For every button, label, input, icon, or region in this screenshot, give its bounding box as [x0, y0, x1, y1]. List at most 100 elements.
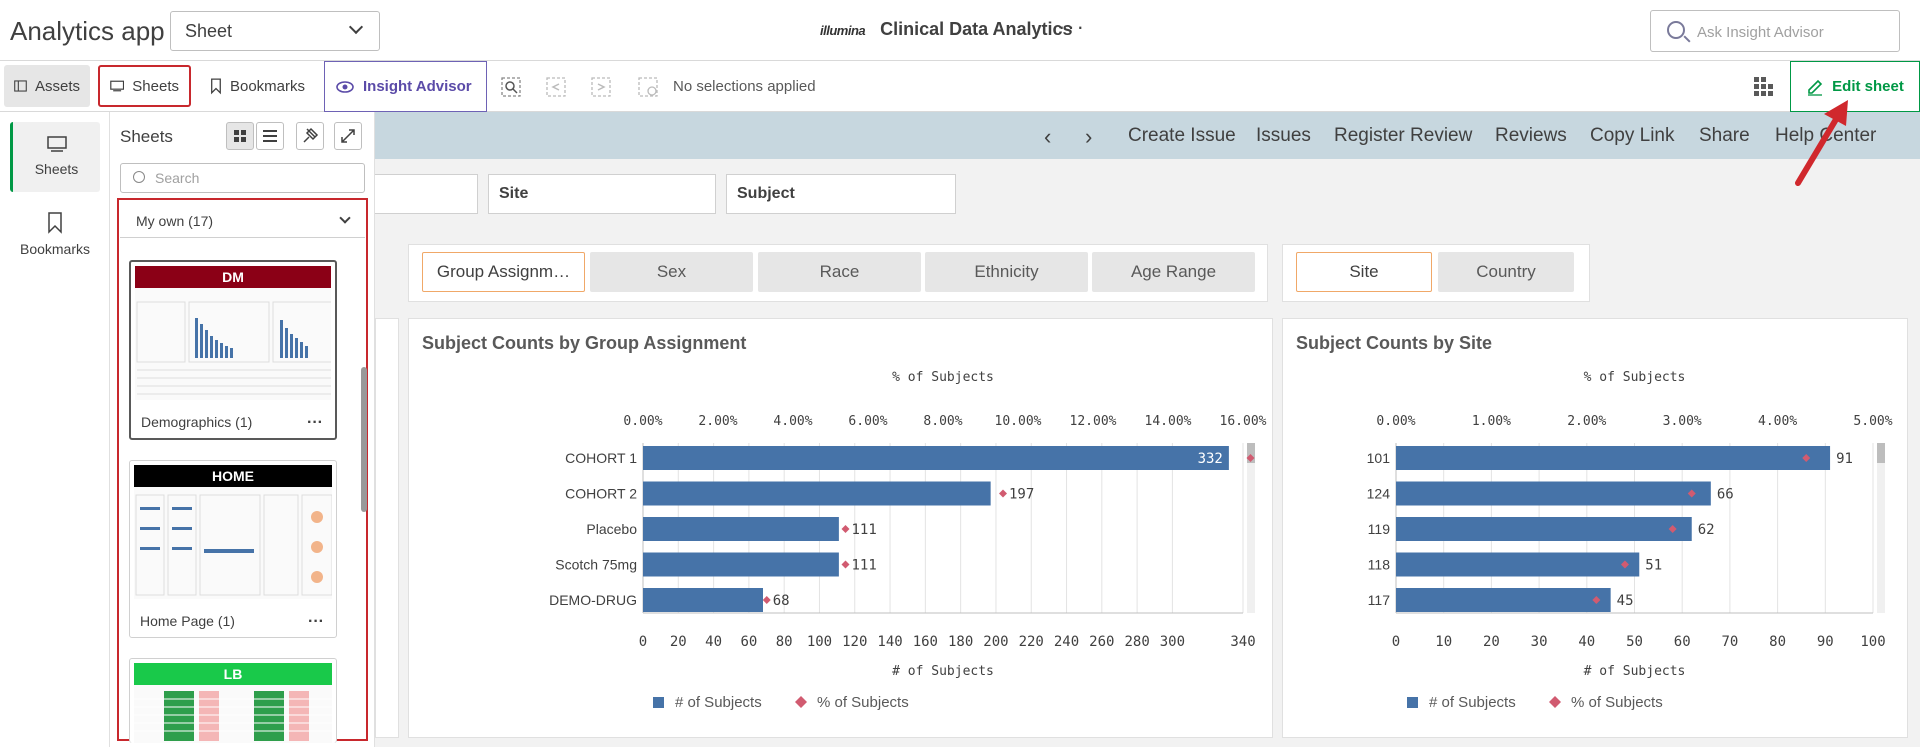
- edit-sheet-label: Edit sheet: [1832, 78, 1904, 95]
- selections-status: No selections applied: [673, 78, 816, 95]
- grid-view-icon[interactable]: [226, 122, 254, 150]
- insight-advisor-button[interactable]: Insight Advisor: [324, 61, 487, 112]
- group-assignment-chart[interactable]: % of Subjects 0.00% 2.00% 4.00% 6.00% 8.00% 10…: [409, 319, 1274, 739]
- sex-button[interactable]: Sex: [590, 252, 753, 292]
- scrollbar[interactable]: [361, 367, 367, 512]
- x-tick-label: 0: [1392, 634, 1400, 650]
- x-tick-label: 80: [1769, 634, 1786, 650]
- pencil-icon: [1808, 79, 1823, 96]
- category-label: DEMO-DRUG: [549, 592, 637, 608]
- issues-link[interactable]: Issues: [1256, 125, 1311, 146]
- bookmarks-button[interactable]: Bookmarks: [200, 65, 315, 107]
- site-filter[interactable]: Site: [488, 174, 716, 214]
- search-icon: [133, 171, 145, 183]
- more-options-icon[interactable]: ···: [307, 414, 323, 431]
- copy-link-link[interactable]: Copy Link: [1590, 125, 1675, 146]
- step-forward-icon[interactable]: [590, 76, 612, 98]
- expand-icon[interactable]: [334, 122, 362, 150]
- data-label: 45: [1617, 593, 1634, 609]
- sheets-button[interactable]: Sheets: [98, 65, 191, 107]
- clear-selections-icon[interactable]: [637, 76, 659, 98]
- sheet-card-lb[interactable]: LB: [129, 658, 337, 743]
- age-range-button[interactable]: Age Range: [1092, 252, 1255, 292]
- ethnicity-button[interactable]: Ethnicity: [925, 252, 1088, 292]
- category-label: 101: [1367, 450, 1391, 466]
- rail-bookmarks[interactable]: Bookmarks: [10, 202, 100, 272]
- group-assignment-button[interactable]: Group Assignm…: [422, 252, 585, 292]
- smart-search-icon[interactable]: [500, 76, 522, 98]
- x-tick-label: 340: [1230, 634, 1255, 650]
- sheet-thumbnail: DM: [135, 266, 331, 400]
- reviews-link[interactable]: Reviews: [1495, 125, 1567, 146]
- race-button[interactable]: Race: [758, 252, 921, 292]
- percent-marker: [1620, 560, 1629, 569]
- ask-placeholder: Ask Insight Advisor: [1697, 24, 1824, 41]
- x-tick-label: 90: [1817, 634, 1834, 650]
- pin-icon[interactable]: [296, 122, 324, 150]
- x-tick-label: 160: [913, 634, 938, 650]
- more-options-icon[interactable]: ···: [1058, 14, 1086, 39]
- partial-panel: [375, 318, 399, 738]
- sheet-card-demographics[interactable]: DM Demographics (1) ···: [129, 260, 337, 440]
- sheets-panel: Sheets Search My own (17) DM Demograp: [110, 112, 375, 747]
- sheet-card-label: Home Page (1): [140, 613, 235, 629]
- register-review-link[interactable]: Register Review: [1334, 125, 1473, 146]
- x-tick-label: 240: [1054, 634, 1079, 650]
- edit-sheet-button[interactable]: Edit sheet: [1790, 61, 1920, 112]
- top-tick-label: 0.00%: [1376, 414, 1415, 429]
- chart-scrollbar-track: [1877, 443, 1885, 613]
- my-own-group[interactable]: My own (17): [120, 204, 365, 238]
- app-header-title: illumina Clinical Data Analytics: [820, 19, 1073, 40]
- more-options-icon[interactable]: ···: [308, 613, 324, 630]
- chevron-right-icon[interactable]: ›: [1085, 124, 1093, 149]
- percent-marker: [841, 525, 850, 533]
- create-issue-link[interactable]: Create Issue: [1128, 125, 1236, 146]
- top-tick-label: 2.00%: [698, 414, 737, 429]
- top-tick-label: 0.00%: [623, 414, 662, 429]
- x-tick-label: 200: [983, 634, 1008, 650]
- sheet-selector[interactable]: Sheet: [170, 11, 380, 51]
- bar: [1396, 552, 1640, 577]
- step-back-icon[interactable]: [545, 76, 567, 98]
- bar: [643, 481, 991, 506]
- group-label: My own (17): [136, 213, 214, 229]
- x-tick-label: 50: [1626, 634, 1643, 650]
- data-label: 91: [1836, 451, 1853, 467]
- assets-button[interactable]: Assets: [4, 65, 90, 107]
- x-tick-label: 0: [639, 634, 647, 650]
- ask-insight-advisor-input[interactable]: Ask Insight Advisor: [1650, 10, 1900, 52]
- bottom-axis-label: # of Subjects: [892, 664, 994, 679]
- share-link[interactable]: Share: [1699, 125, 1750, 146]
- thumbnail-header: HOME: [134, 465, 332, 487]
- thumbnail-header: LB: [134, 663, 332, 685]
- left-rail: Sheets Bookmarks: [0, 112, 110, 747]
- legend-label-percent: % of Subjects: [817, 694, 909, 711]
- top-tick-label: 1.00%: [1472, 414, 1511, 429]
- site-button[interactable]: Site: [1296, 252, 1432, 292]
- top-tick-label: 4.00%: [773, 414, 812, 429]
- country-button[interactable]: Country: [1438, 252, 1574, 292]
- clinical-title: Clinical Data Analytics: [880, 19, 1073, 39]
- site-chart[interactable]: % of Subjects 0.00% 1.00% 2.00% 3.00% 4.00% 5.…: [1283, 319, 1909, 739]
- sheets-search-input[interactable]: Search: [120, 163, 365, 193]
- x-tick-label: 60: [1674, 634, 1691, 650]
- x-tick-label: 20: [670, 634, 687, 650]
- grid-menu-icon[interactable]: [1752, 75, 1774, 97]
- percent-marker: [1246, 454, 1255, 462]
- sheet-thumbnail: LB: [134, 663, 332, 743]
- sheet-thumbnail: HOME: [134, 465, 332, 599]
- group-chart-panel: Subject Counts by Group Assignment % of …: [408, 318, 1273, 738]
- x-tick-label: 300: [1160, 634, 1185, 650]
- legend-label-count: # of Subjects: [675, 694, 762, 711]
- sheet-card-home[interactable]: HOME Home Page (1) ···: [129, 460, 337, 638]
- top-tick-label: 8.00%: [923, 414, 962, 429]
- sheet-card-label: Demographics (1): [141, 414, 253, 430]
- x-tick-label: 140: [877, 634, 902, 650]
- category-label: 124: [1367, 486, 1391, 502]
- data-label: 111: [852, 558, 877, 574]
- chevron-left-icon[interactable]: ‹: [1044, 124, 1052, 149]
- list-view-icon[interactable]: [256, 122, 284, 150]
- subject-filter[interactable]: Subject: [726, 174, 956, 214]
- rail-sheets[interactable]: Sheets: [10, 122, 100, 192]
- top-tick-label: 5.00%: [1853, 414, 1892, 429]
